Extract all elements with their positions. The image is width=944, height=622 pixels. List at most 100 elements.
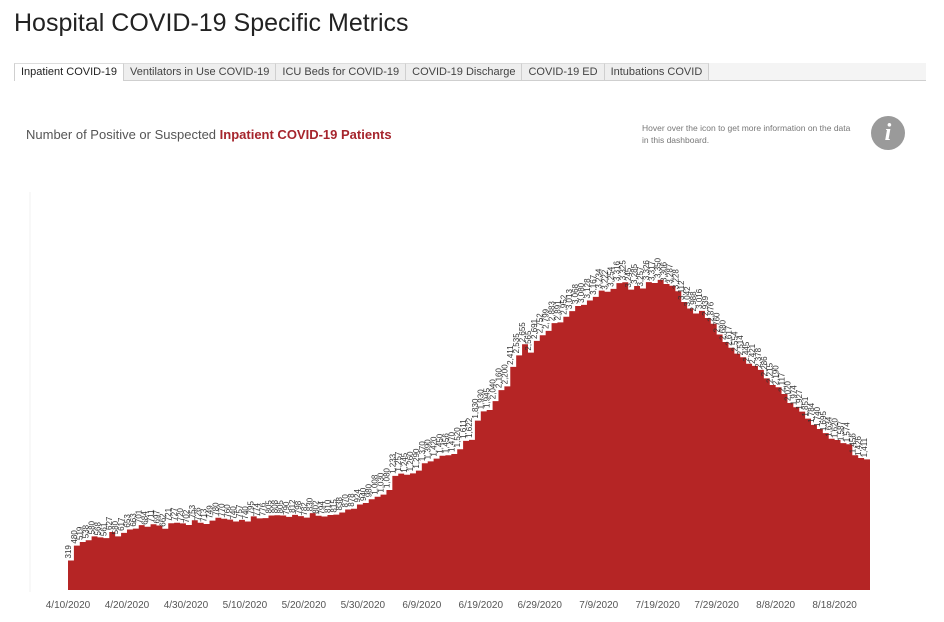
data-label: 2,680 [719, 319, 728, 340]
data-label-layer: 3194805195385805685616275806176536637016… [64, 257, 869, 558]
data-label: 2,655 [518, 322, 527, 343]
area-layer [68, 279, 870, 590]
data-label: 2,565 [524, 330, 533, 351]
data-label: 2,799 [542, 308, 551, 329]
data-label: 2,891 [553, 300, 562, 321]
data-label: 1,260 [406, 451, 415, 472]
tab-intubations[interactable]: Intubations COVID [604, 63, 710, 80]
data-label: 2,952 [559, 294, 568, 315]
data-label: 3,285 [630, 263, 639, 284]
data-label: 740 [241, 506, 250, 520]
data-label: 3,228 [671, 269, 680, 290]
data-label: 702 [182, 509, 191, 523]
data-label: 2,617 [724, 325, 733, 346]
data-label: 798 [294, 500, 303, 514]
data-label: 3,306 [660, 261, 669, 282]
data-label: 480 [70, 530, 79, 544]
data-label: 805 [276, 500, 285, 514]
data-label: 2,535 [512, 333, 521, 354]
data-label: 1,390 [424, 439, 433, 460]
data-label: 713 [200, 508, 209, 522]
data-label: 726 [194, 507, 203, 521]
data-label: 319 [64, 545, 73, 559]
data-label: 1,611 [459, 419, 468, 439]
tab-bar: Inpatient COVID-19 Ventilators in Use CO… [14, 63, 926, 81]
data-label: 2,411 [506, 345, 515, 365]
x-tick-label: 6/29/2020 [518, 600, 563, 611]
data-label: 1,426 [854, 435, 863, 456]
data-label: 653 [123, 514, 132, 528]
data-label: 711 [147, 509, 156, 522]
data-label: 1,456 [441, 433, 450, 454]
hover-hint: Hover over the icon to get more informat… [642, 123, 851, 145]
tab-inpatient-covid[interactable]: Inpatient COVID-19 [14, 63, 124, 81]
data-label: 663 [129, 513, 138, 527]
data-label: 770 [217, 503, 226, 517]
x-tick-label: 7/29/2020 [694, 600, 739, 611]
data-label: 1,008 [371, 474, 380, 495]
data-label: 749 [205, 505, 214, 519]
data-label: 2,752 [536, 313, 545, 334]
x-tick-label: 8/8/2020 [756, 600, 795, 611]
data-label: 3,350 [654, 257, 663, 278]
data-label: 776 [259, 502, 268, 516]
data-label: 721 [164, 507, 173, 521]
tab-icu-beds[interactable]: ICU Beds for COVID-19 [276, 63, 407, 80]
data-label: 812 [288, 499, 297, 513]
data-label: 1,587 [836, 421, 845, 442]
data-label: 3,222 [601, 269, 610, 290]
data-label: 805 [264, 500, 273, 514]
data-label: 3,287 [665, 263, 674, 284]
data-label: 684 [141, 511, 150, 525]
data-label: 2,215 [766, 362, 775, 383]
data-label: 1,634 [825, 416, 834, 437]
data-label: 2,445 [742, 341, 751, 362]
data-label: 2,421 [748, 343, 757, 364]
data-label: 2,554 [730, 331, 739, 352]
x-tick-label: 4/10/2020 [46, 600, 91, 611]
x-tick-layer: 4/10/2020 4/20/2020 4/30/2020 5/10/2020 5/20… [46, 600, 858, 611]
tab-ed[interactable]: COVID-19 ED [522, 63, 605, 80]
data-label: 1,470 [447, 431, 456, 452]
data-label: 561 [99, 522, 108, 536]
data-label: 1,974 [789, 385, 798, 406]
data-label: 2,883 [548, 301, 557, 322]
data-label: 808 [270, 499, 279, 513]
data-label: 780 [211, 502, 220, 516]
data-label: 2,514 [736, 335, 745, 356]
data-label: 924 [353, 489, 362, 503]
info-icon[interactable]: i [871, 116, 905, 150]
data-label: 795 [247, 501, 256, 515]
x-tick-label: 4/30/2020 [164, 600, 209, 611]
data-label: 1,456 [848, 433, 857, 454]
data-label: 3,234 [595, 268, 604, 289]
data-label: 3,254 [606, 266, 615, 287]
data-label: 3,167 [589, 274, 598, 295]
data-label: 1,245 [400, 452, 409, 473]
data-label: 810 [323, 499, 332, 513]
tab-discharge[interactable]: COVID-19 Discharge [406, 63, 523, 80]
data-label: 878 [347, 493, 356, 507]
data-label: 2,760 [713, 312, 722, 333]
data-label: 3,325 [618, 260, 627, 281]
data-label: 3,013 [565, 289, 574, 310]
tab-ventilators[interactable]: Ventilators in Use COVID-19 [124, 63, 277, 80]
data-label: 1,080 [382, 467, 391, 488]
data-label: 757 [235, 504, 244, 518]
data-label: 940 [359, 487, 368, 501]
data-label: 3,245 [624, 267, 633, 288]
data-label: 2,200 [500, 364, 509, 385]
x-tick-label: 4/20/2020 [105, 600, 150, 611]
data-label: 1,740 [813, 406, 822, 427]
x-tick-label: 8/18/2020 [812, 600, 857, 611]
data-label: 3,068 [571, 283, 580, 304]
data-label: 697 [152, 510, 161, 524]
x-tick-label: 5/10/2020 [223, 600, 268, 611]
data-label: 1,290 [412, 448, 421, 469]
data-label: 1,927 [795, 389, 804, 410]
data-label: 1,411 [860, 437, 869, 457]
data-label: 774 [253, 502, 262, 516]
subtitle-highlight: Inpatient COVID-19 Patients [219, 127, 392, 142]
x-tick-label: 5/20/2020 [282, 600, 327, 611]
data-label: 538 [82, 524, 91, 538]
